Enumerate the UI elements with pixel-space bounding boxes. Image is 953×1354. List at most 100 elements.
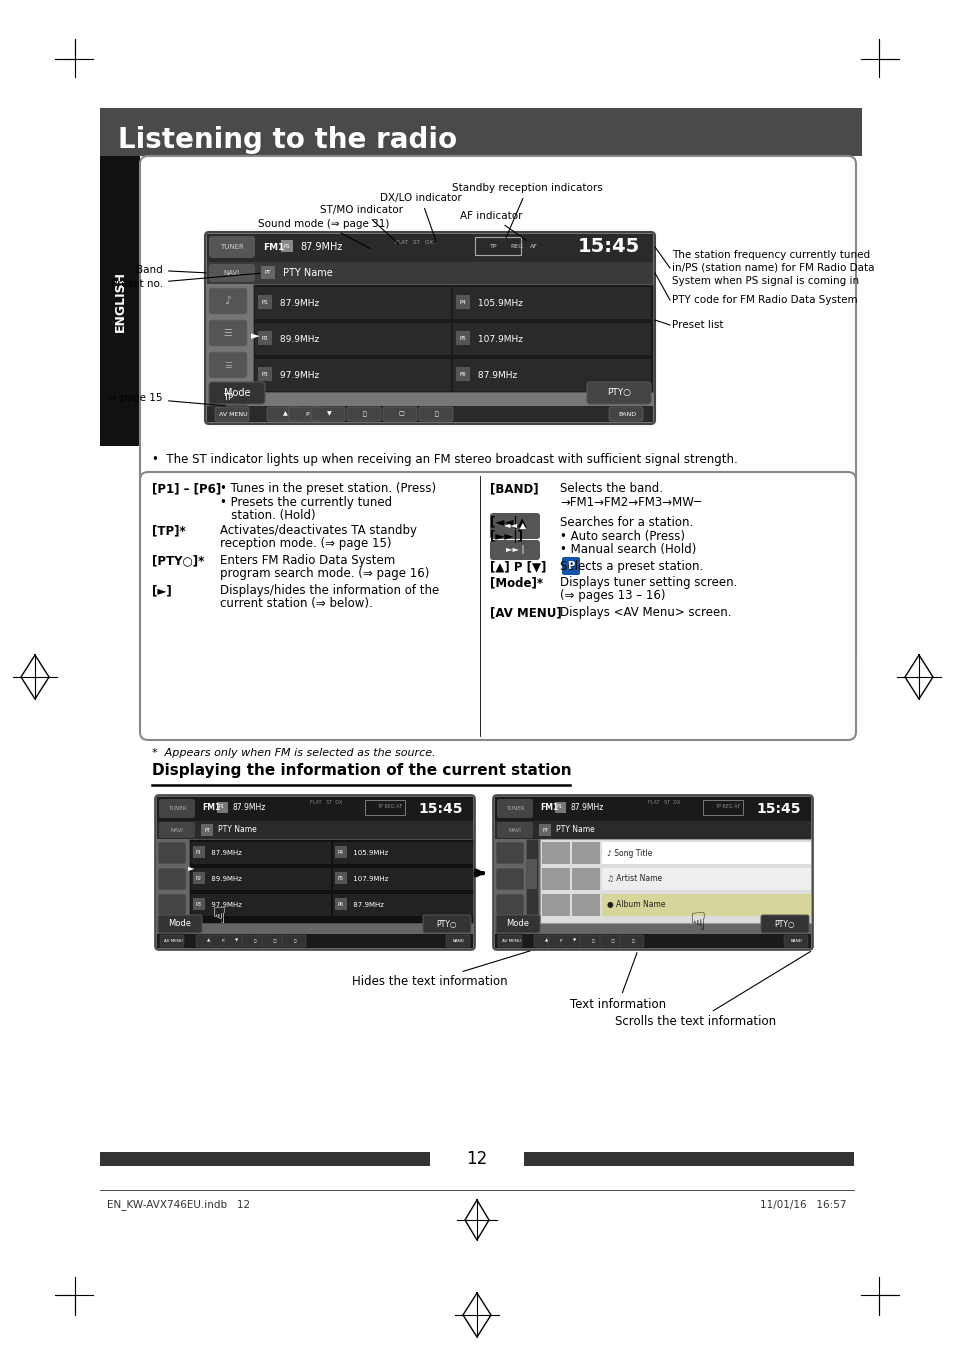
- Bar: [702, 800, 742, 815]
- Bar: [191, 868, 331, 890]
- FancyBboxPatch shape: [205, 232, 655, 424]
- FancyBboxPatch shape: [140, 473, 855, 741]
- Text: PT: PT: [204, 827, 210, 833]
- Bar: [335, 872, 347, 884]
- Bar: [193, 872, 205, 884]
- Text: in/PS (station name) for FM Radio Data: in/PS (station name) for FM Radio Data: [671, 263, 874, 274]
- Bar: [495, 798, 810, 821]
- Text: Displays/hides the information of the: Displays/hides the information of the: [220, 584, 438, 597]
- Bar: [254, 359, 451, 391]
- Text: ▼: ▼: [326, 412, 331, 417]
- Text: (⇒ pages 13 – 16): (⇒ pages 13 – 16): [559, 589, 665, 603]
- Text: PTY Name: PTY Name: [218, 826, 256, 834]
- FancyBboxPatch shape: [496, 894, 523, 917]
- FancyBboxPatch shape: [446, 936, 470, 946]
- FancyBboxPatch shape: [158, 919, 186, 942]
- Text: 105.9MHz: 105.9MHz: [475, 298, 522, 307]
- Bar: [601, 894, 810, 917]
- Bar: [216, 802, 228, 812]
- Text: ▢: ▢: [397, 412, 403, 417]
- Bar: [191, 894, 331, 917]
- Text: [►]: [►]: [152, 584, 172, 597]
- FancyBboxPatch shape: [311, 408, 345, 421]
- Text: AV MENU: AV MENU: [501, 940, 520, 942]
- Text: Listening to the radio: Listening to the radio: [118, 126, 456, 154]
- Text: current station (⇒ below).: current station (⇒ below).: [220, 597, 373, 611]
- Text: EN_KW-AVX746EU.indb   12: EN_KW-AVX746EU.indb 12: [107, 1200, 250, 1210]
- FancyBboxPatch shape: [586, 382, 650, 403]
- Text: PTY○: PTY○: [606, 389, 630, 398]
- Text: P: P: [567, 561, 574, 571]
- FancyBboxPatch shape: [534, 936, 558, 946]
- Text: 107.9MHz: 107.9MHz: [351, 876, 388, 881]
- Text: Activates/deactivates TA standby: Activates/deactivates TA standby: [220, 524, 416, 538]
- Bar: [333, 894, 473, 917]
- Text: P1: P1: [283, 244, 290, 249]
- Bar: [254, 287, 451, 320]
- Text: station. (Hold): station. (Hold): [220, 509, 315, 523]
- Text: AV MENU: AV MENU: [163, 940, 182, 942]
- Text: TP: TP: [490, 244, 497, 249]
- Bar: [525, 839, 537, 923]
- Text: 105.9MHz: 105.9MHz: [351, 850, 388, 856]
- FancyBboxPatch shape: [195, 936, 220, 946]
- Text: PT: PT: [265, 269, 271, 275]
- FancyBboxPatch shape: [159, 799, 194, 818]
- FancyBboxPatch shape: [242, 936, 266, 946]
- Bar: [335, 846, 347, 858]
- Bar: [572, 842, 599, 864]
- Text: →FM1→FM2→FM3→MW─: →FM1→FM2→FM3→MW─: [559, 496, 700, 509]
- Text: PTY○: PTY○: [436, 919, 456, 929]
- FancyBboxPatch shape: [158, 915, 202, 933]
- Text: [▲] P [▼]: [▲] P [▼]: [490, 561, 546, 573]
- FancyBboxPatch shape: [496, 915, 539, 933]
- FancyBboxPatch shape: [209, 352, 247, 378]
- Text: The station frequency currently tuned: The station frequency currently tuned: [671, 250, 869, 260]
- Text: Enters FM Radio Data System: Enters FM Radio Data System: [220, 554, 395, 567]
- Text: 87.9MHz: 87.9MHz: [351, 902, 383, 909]
- FancyBboxPatch shape: [608, 408, 642, 421]
- FancyBboxPatch shape: [547, 936, 572, 946]
- Text: P: P: [305, 412, 309, 417]
- Text: Displaying the information of the current station: Displaying the information of the curren…: [152, 764, 571, 779]
- Text: ♪: ♪: [224, 297, 232, 306]
- Text: [Mode]*: [Mode]*: [490, 575, 542, 589]
- Text: FM1: FM1: [539, 803, 558, 812]
- Text: ♫ Artist Name: ♫ Artist Name: [606, 875, 661, 884]
- Bar: [365, 800, 405, 815]
- Text: TP: TP: [223, 393, 233, 402]
- Bar: [456, 330, 470, 345]
- Text: P6: P6: [337, 902, 344, 906]
- Text: ⏮: ⏮: [253, 940, 256, 942]
- Text: P1: P1: [261, 299, 268, 305]
- Bar: [539, 839, 810, 923]
- Bar: [253, 284, 652, 393]
- Text: ►: ►: [188, 864, 194, 872]
- Bar: [538, 825, 551, 835]
- Bar: [526, 858, 537, 890]
- FancyBboxPatch shape: [209, 320, 247, 347]
- Text: 15:45: 15:45: [756, 802, 801, 816]
- Text: Mode: Mode: [224, 389, 250, 398]
- Text: 87.9MHz: 87.9MHz: [209, 850, 242, 856]
- Text: [PTY○]*: [PTY○]*: [152, 554, 204, 567]
- Bar: [257, 367, 272, 380]
- Text: 87.9MHz: 87.9MHz: [571, 803, 604, 812]
- Bar: [601, 868, 810, 890]
- Bar: [456, 295, 470, 309]
- Text: P1: P1: [195, 849, 202, 854]
- Bar: [189, 839, 473, 923]
- Text: P5: P5: [459, 336, 466, 340]
- FancyBboxPatch shape: [289, 408, 323, 421]
- Text: P5: P5: [337, 876, 344, 880]
- FancyBboxPatch shape: [160, 936, 184, 946]
- Text: REG: REG: [510, 244, 522, 249]
- Text: ⏮: ⏮: [591, 940, 594, 942]
- FancyBboxPatch shape: [561, 556, 579, 575]
- Bar: [100, 108, 862, 156]
- FancyBboxPatch shape: [262, 936, 286, 946]
- Text: BAND: BAND: [453, 940, 464, 942]
- Text: ⏭: ⏭: [631, 940, 634, 942]
- FancyBboxPatch shape: [497, 822, 533, 838]
- Bar: [207, 234, 652, 263]
